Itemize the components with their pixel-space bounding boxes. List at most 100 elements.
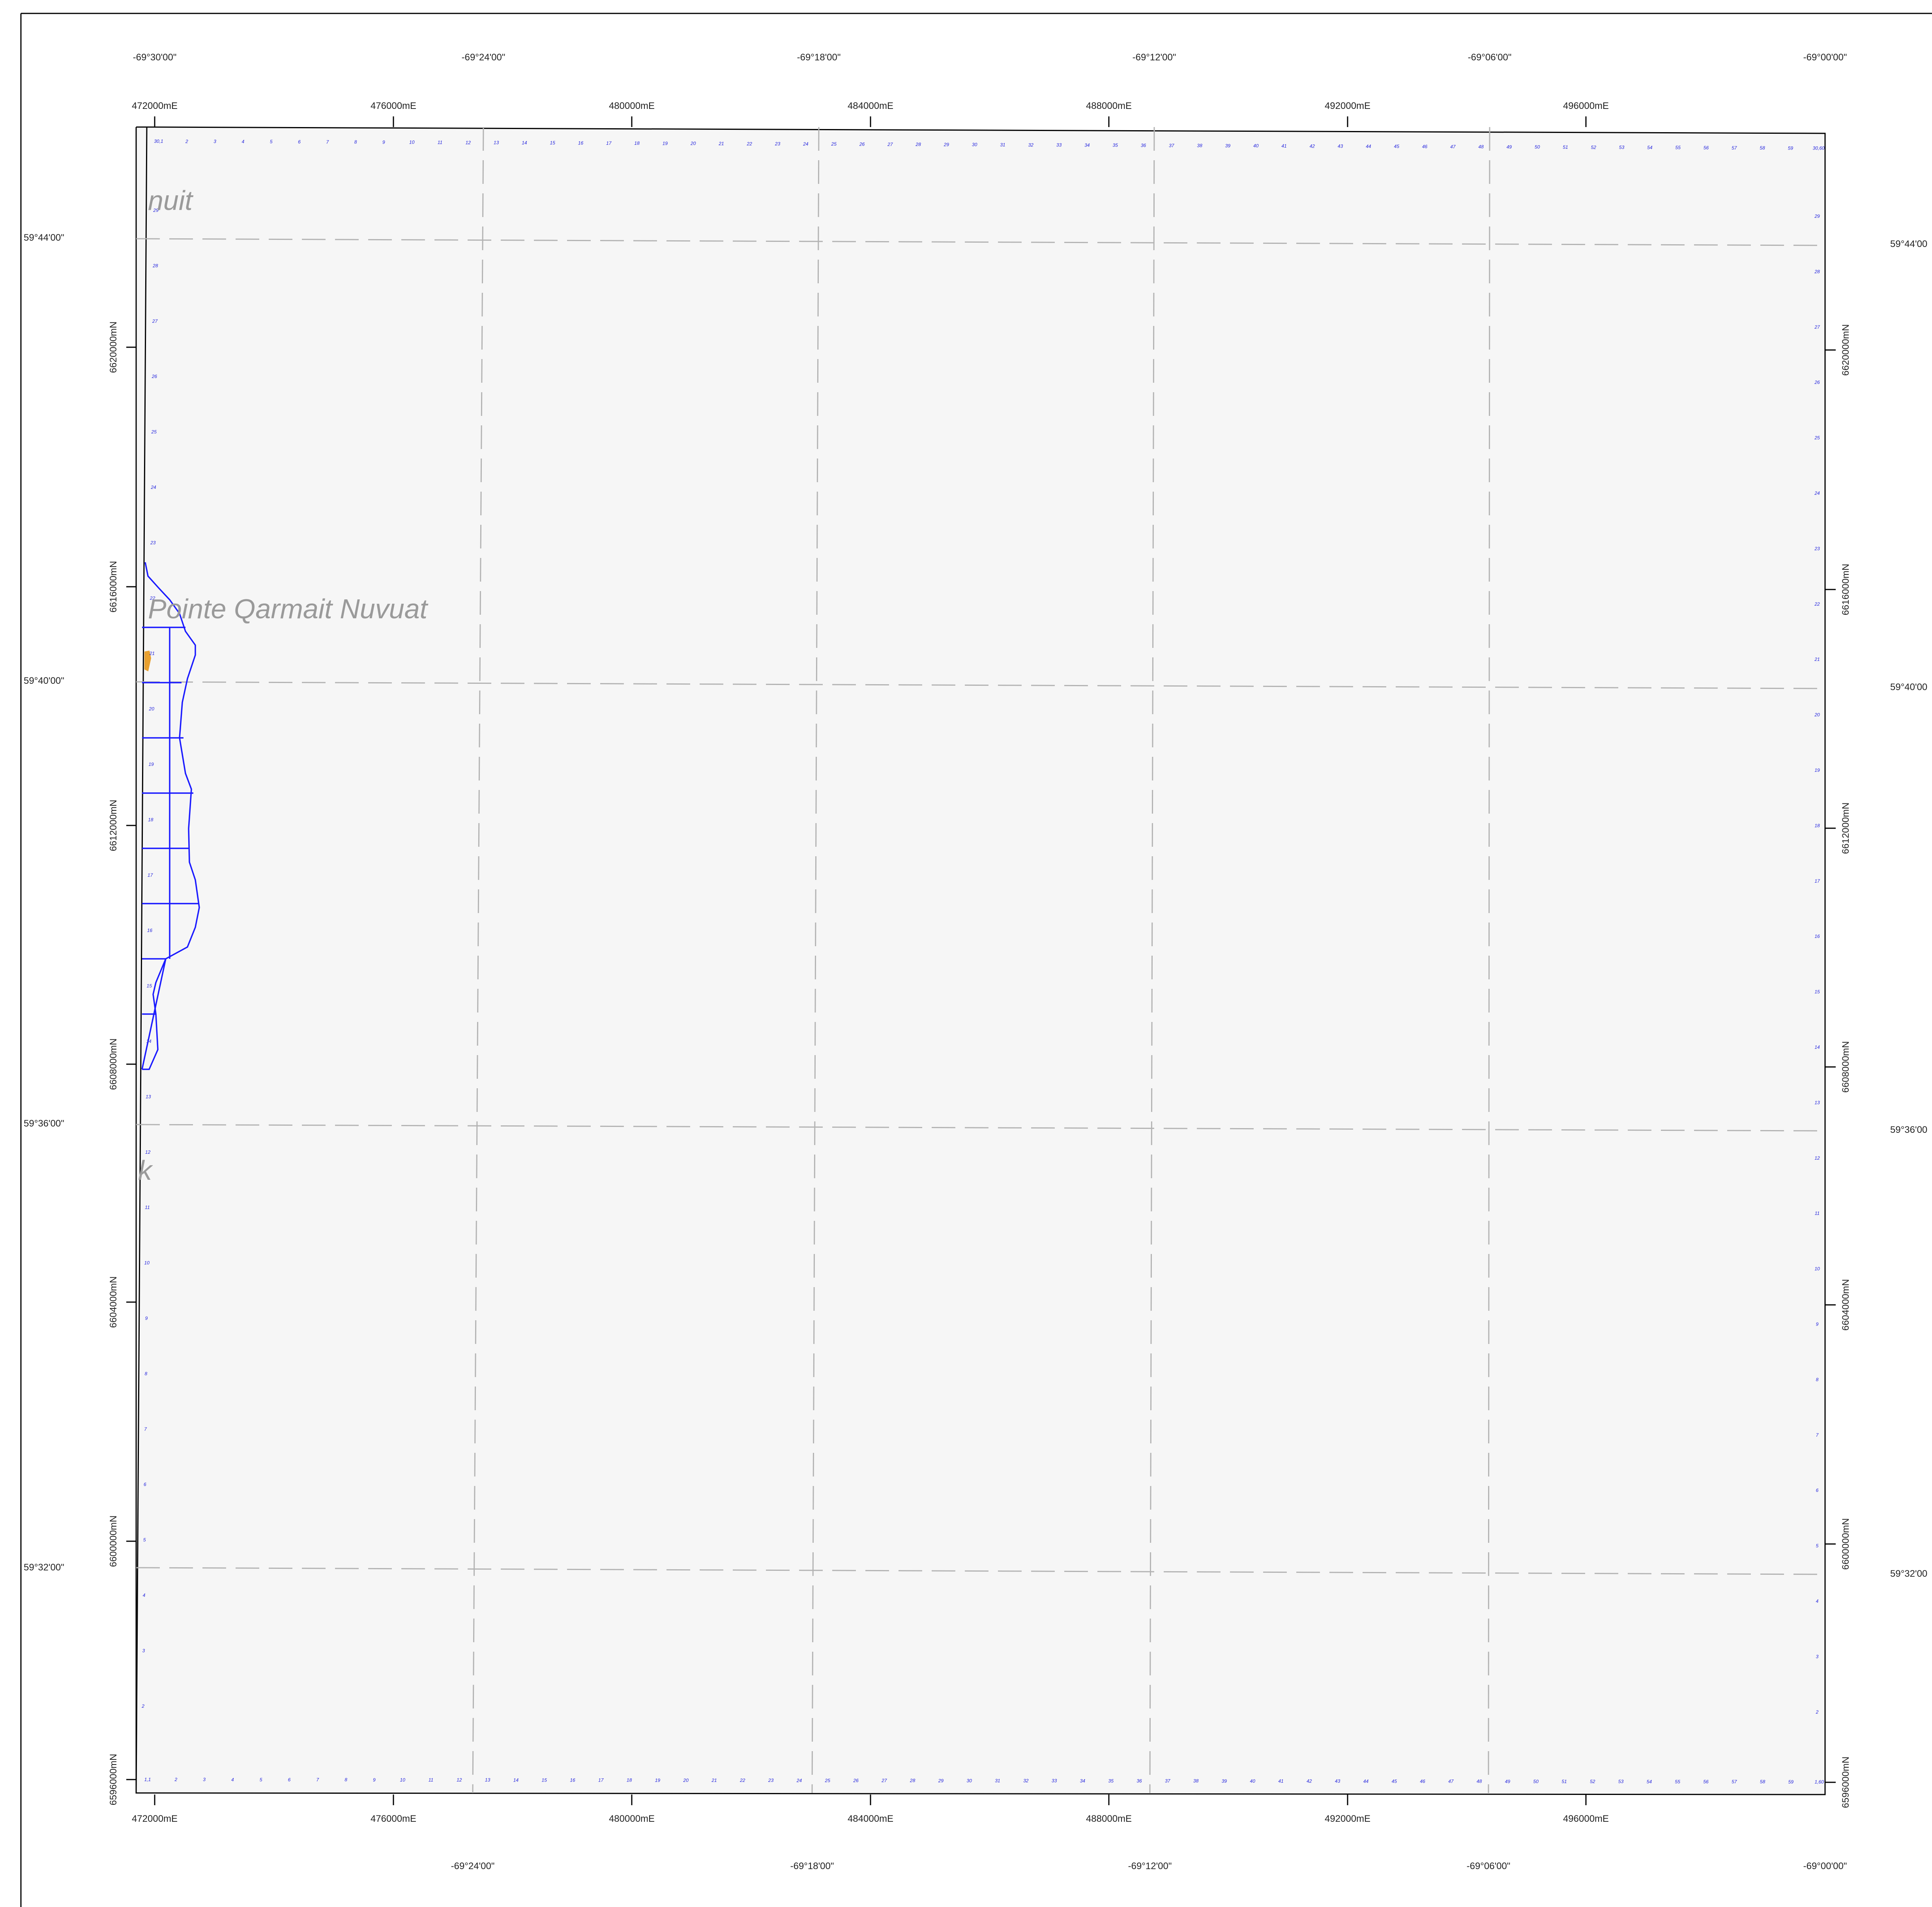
grid-top-label: 20 — [690, 141, 696, 146]
longitude-label-bottom: -69°24'00" — [451, 1861, 495, 1871]
grid-bottom-label: 9 — [373, 1777, 376, 1783]
grid-left-label: 12 — [145, 1149, 151, 1155]
grid-right-label: 16 — [1814, 934, 1820, 939]
latitude-label-right: 59°32'00 — [1890, 1568, 1927, 1579]
grid-bottom-label: 14 — [513, 1777, 519, 1783]
grid-right-label: 8 — [1816, 1377, 1819, 1382]
grid-top-label: 48 — [1478, 144, 1484, 150]
latitude-label-left: 59°44'00" — [24, 232, 64, 243]
grid-bottom-label: 42 — [1307, 1778, 1312, 1784]
longitude-line — [811, 127, 820, 1793]
latitude-label-left: 59°40'00" — [24, 676, 64, 686]
grid-top-label: 11 — [438, 140, 442, 145]
grid-left-label: 27 — [152, 318, 158, 324]
grid-bottom-label: 15 — [542, 1777, 547, 1783]
longitude-label-top: -69°24'00" — [462, 52, 505, 63]
easting-label-top: 492000mE — [1325, 101, 1370, 111]
grid-right-label: 15 — [1814, 989, 1820, 995]
grid-top-label: 30,60 — [1813, 146, 1825, 151]
northing-label-right: 6604000mN — [1840, 1279, 1851, 1331]
grid-bottom-label: 55 — [1675, 1779, 1681, 1784]
grid-bottom-label: 2 — [174, 1777, 177, 1782]
grid-top-label: 4 — [242, 139, 245, 144]
grid-left-label: 26 — [152, 374, 157, 379]
easting-label-bottom: 488000mE — [1086, 1813, 1132, 1824]
grid-bottom-label: 35 — [1108, 1778, 1114, 1783]
longitude-label-bottom: -69°18'00" — [790, 1861, 834, 1871]
easting-label-bottom: 484000mE — [848, 1813, 893, 1824]
grid-top-label: 25 — [831, 141, 837, 147]
northing-label-left: 6600000mN — [108, 1516, 119, 1567]
grid-top-label: 43 — [1338, 144, 1343, 149]
coordinate-labels: -69°30'00" -69°24'00" -69°18'00" -69°12'00"… — [24, 52, 1927, 1871]
grid-bottom-label: 17 — [598, 1778, 604, 1783]
grid-top-label: 18 — [634, 140, 640, 146]
grid-bottom-label: 19 — [655, 1778, 661, 1783]
northing-label-left: 6620000mN — [108, 322, 119, 373]
grid-bottom-label: 57 — [1732, 1779, 1737, 1785]
grid-top-label: 58 — [1760, 145, 1765, 151]
grid-bottom-label: 3 — [203, 1777, 206, 1782]
grid-right-label: 29 — [1814, 213, 1820, 219]
latitude-label-left: 59°32'00" — [24, 1562, 64, 1573]
grid-bottom-label: 20 — [683, 1778, 689, 1783]
grid-right-label: 7 — [1816, 1432, 1819, 1438]
grid-bottom-label: 33 — [1052, 1778, 1057, 1783]
grid-bottom-label: 45 — [1392, 1778, 1397, 1784]
place-labels: nuit Pointe Qarmait Nuvuat k — [138, 185, 429, 1186]
grid-top-label: 51 — [1563, 144, 1568, 150]
grid-top-label: 35 — [1113, 142, 1118, 148]
grid-top-label: 47 — [1450, 144, 1456, 150]
grid-top-label: 5 — [270, 139, 273, 144]
grid-bottom-label: 26 — [853, 1778, 859, 1783]
grid-top-label: 50 — [1535, 144, 1540, 150]
grid-top-label: 10 — [409, 140, 415, 145]
easting-label-bottom: 472000mE — [132, 1813, 178, 1824]
grid-bottom-label: 49 — [1505, 1779, 1511, 1784]
grid-top-label: 36 — [1141, 143, 1146, 148]
grid-top-label: 27 — [887, 142, 893, 147]
grid-top-label: 39 — [1225, 143, 1231, 148]
grid-left-label: 7 — [144, 1426, 147, 1432]
water-feature — [144, 650, 152, 672]
grid-top-label: 56 — [1704, 145, 1709, 151]
grid-right-label: 21 — [1814, 657, 1820, 662]
northing-label-left: 6604000mN — [108, 1276, 119, 1328]
grid-bottom-label: 31 — [995, 1778, 1000, 1783]
grid-bottom-label: 30 — [967, 1778, 972, 1783]
grid-right-label: 9 — [1816, 1321, 1819, 1327]
grid-bottom-label: 12 — [457, 1777, 462, 1783]
grid-left-label: 21 — [149, 651, 155, 656]
latitude-label-left: 59°36'00" — [24, 1118, 64, 1129]
grid-left-label: 18 — [148, 817, 154, 822]
grid-top-label: 57 — [1732, 145, 1737, 151]
grid-bottom-label: 40 — [1250, 1778, 1256, 1784]
grid-top-label: 7 — [326, 139, 329, 145]
grid-bottom-label: 44 — [1363, 1778, 1369, 1784]
grid-top-label: 28 — [915, 142, 921, 147]
northing-label-right: 6600000mN — [1840, 1518, 1851, 1570]
latitude-line — [136, 1567, 1825, 1575]
grid-top-label: 52 — [1591, 144, 1597, 150]
latitude-line — [136, 681, 1825, 689]
northing-label-left: 6608000mN — [108, 1039, 119, 1090]
grid-left-label: 28 — [152, 263, 158, 268]
grid-bottom-label: 32 — [1023, 1778, 1029, 1783]
grid-top-label: 30,1 — [154, 138, 163, 144]
grid-right-label: 11 — [1815, 1211, 1820, 1216]
grid-top-label: 22 — [747, 141, 753, 146]
longitude-label-top: -69°06'00" — [1468, 52, 1512, 63]
longitude-label-bottom: -69°06'00" — [1467, 1861, 1511, 1871]
northing-label-right: 6620000mN — [1840, 324, 1851, 376]
grid-top-label: 54 — [1647, 145, 1653, 150]
grid-top-label: 8 — [354, 139, 357, 145]
grid-right-label: 4 — [1816, 1598, 1819, 1604]
grid-top-label: 55 — [1676, 145, 1681, 150]
grid-bottom-label: 47 — [1448, 1779, 1454, 1784]
grid-top-label: 14 — [522, 140, 527, 146]
grid-bottom-label: 59 — [1788, 1779, 1794, 1785]
grid-left-label: 19 — [148, 762, 154, 767]
grid-top-label: 32 — [1028, 142, 1034, 148]
grid-top-label: 16 — [578, 140, 584, 146]
grid-right-label: 19 — [1814, 767, 1820, 773]
